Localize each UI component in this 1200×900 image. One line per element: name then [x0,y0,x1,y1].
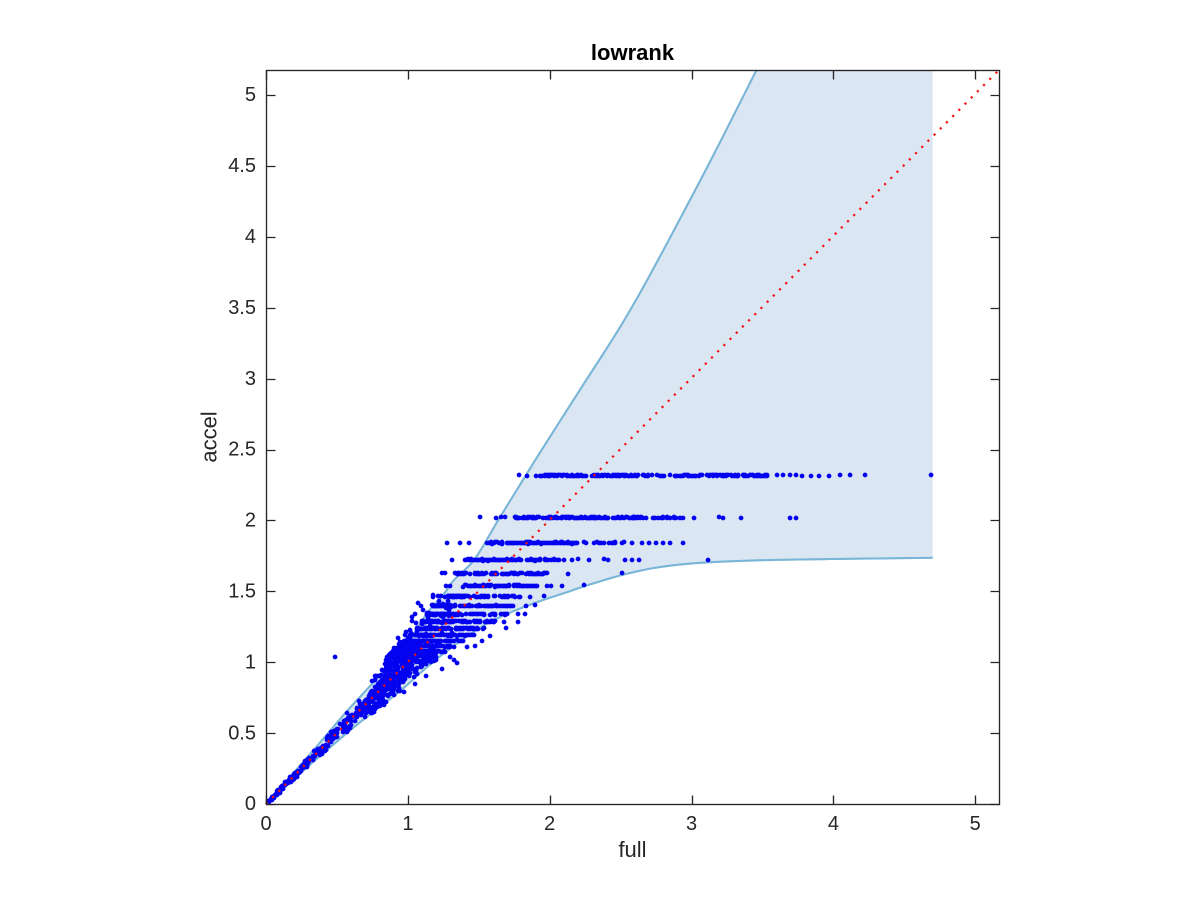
svg-text:1.5: 1.5 [228,581,256,603]
svg-text:3: 3 [245,368,256,390]
svg-text:0: 0 [260,813,271,835]
svg-text:2: 2 [544,813,555,835]
svg-text:lowrank: lowrank [591,40,675,65]
svg-text:5: 5 [970,813,981,835]
svg-text:4: 4 [828,813,839,835]
svg-text:0: 0 [245,793,256,815]
svg-text:0.5: 0.5 [228,722,256,744]
svg-text:3.5: 3.5 [228,297,256,319]
svg-text:1: 1 [402,813,413,835]
svg-text:4.5: 4.5 [228,155,256,177]
svg-text:accel: accel [197,411,222,462]
svg-text:full: full [618,837,646,862]
svg-text:4: 4 [245,226,256,248]
svg-text:1: 1 [245,651,256,673]
svg-text:2: 2 [245,510,256,532]
svg-text:5: 5 [245,84,256,106]
svg-text:2.5: 2.5 [228,439,256,461]
svg-text:3: 3 [686,813,697,835]
